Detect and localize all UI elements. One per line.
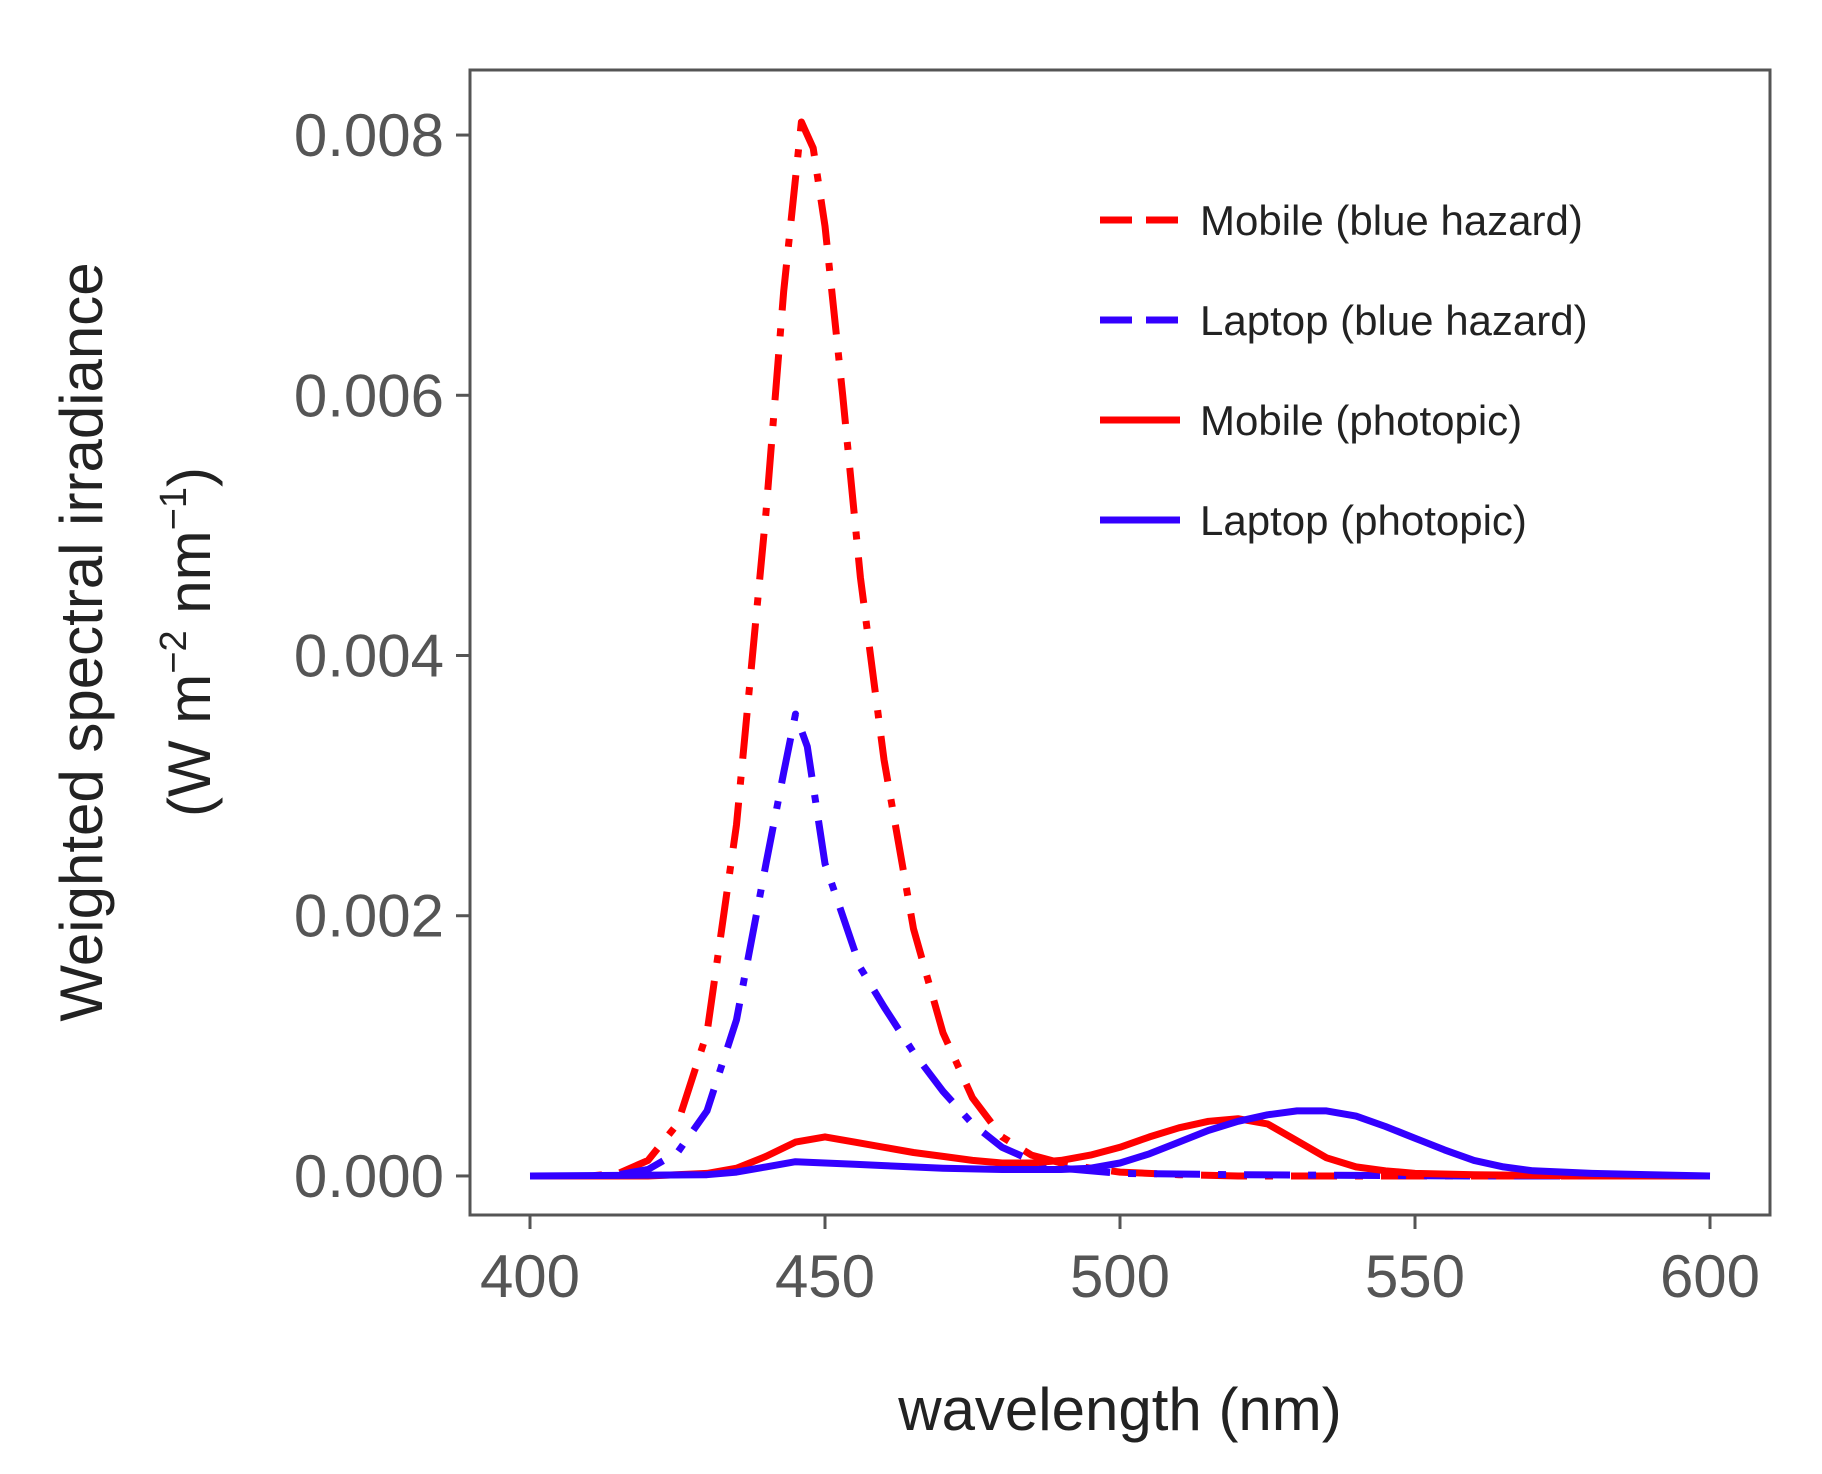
y-tick-label: 0.002: [294, 883, 444, 950]
y-tick-label: 0.004: [294, 623, 444, 690]
series-line-0: [530, 118, 1710, 1180]
y-axis-title-line2: (W m−2 nm−1): [153, 467, 223, 817]
x-tick-label: 600: [1660, 1243, 1760, 1310]
series-line-3: [529, 1107, 1711, 1180]
y-unit-sup2: −1: [153, 487, 195, 530]
x-tick-label: 500: [1070, 1243, 1170, 1310]
series-lines: [529, 118, 1711, 1180]
series-line-2: [530, 1115, 1710, 1180]
x-tick-label: 550: [1365, 1243, 1465, 1310]
y-unit-suffix: ): [156, 467, 223, 487]
legend-label-3: Laptop (photopic): [1200, 497, 1527, 544]
legend-label-2: Mobile (photopic): [1200, 397, 1522, 444]
y-unit-sup1: −2: [153, 630, 195, 673]
y-tick-label: 0.006: [294, 362, 444, 429]
x-tick-label: 450: [775, 1243, 875, 1310]
y-unit-prefix: (W m: [156, 674, 223, 817]
y-tick-label: 0.000: [294, 1143, 444, 1210]
x-axis-title: wavelength (nm): [897, 1376, 1342, 1443]
y-axis-title: Weighted spectral irradiance: [48, 262, 115, 1021]
plot-panel-border: [468, 68, 1772, 1217]
axis-ticks: 400 450 500 550 600 0.000 0.002 0.004 0.006 0.008: [294, 102, 1760, 1310]
y-axis-title-units: (W m−2 nm−1): [153, 467, 223, 817]
legend-label-0: Mobile (blue hazard): [1200, 197, 1583, 244]
series-line-1: [530, 710, 1710, 1180]
legend-label-1: Laptop (blue hazard): [1200, 297, 1588, 344]
legend: Mobile (blue hazard) Laptop (blue hazard)…: [1100, 197, 1588, 544]
x-tick-label: 400: [480, 1243, 580, 1310]
y-axis-title-line1: Weighted spectral irradiance: [48, 262, 115, 1021]
y-unit-mid: nm: [156, 530, 223, 630]
y-tick-label: 0.008: [294, 102, 444, 169]
